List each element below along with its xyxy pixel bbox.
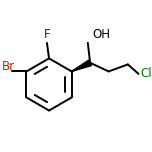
Text: F: F bbox=[44, 28, 50, 41]
Text: Cl: Cl bbox=[140, 67, 152, 80]
Polygon shape bbox=[72, 60, 92, 71]
Text: OH: OH bbox=[92, 28, 110, 41]
Text: Br: Br bbox=[1, 60, 15, 73]
